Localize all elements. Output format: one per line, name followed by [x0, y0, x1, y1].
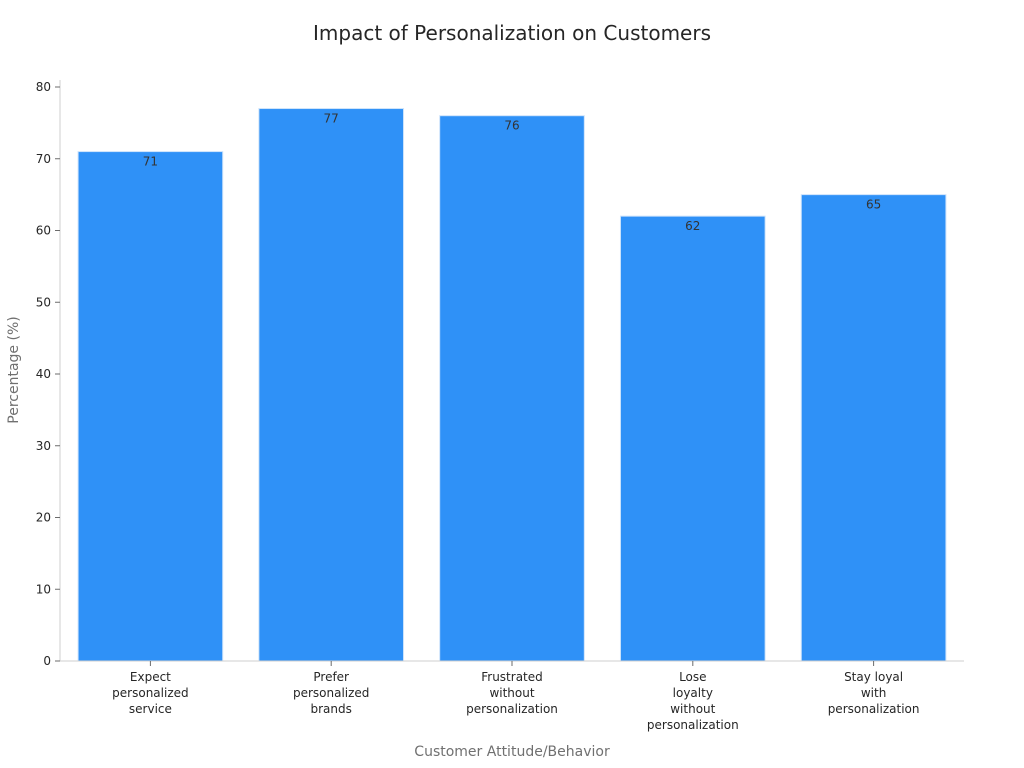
value-label-3: 76: [504, 119, 519, 133]
bar-4: [619, 215, 766, 662]
x-tick-label-5: Stay loyal with personalization: [828, 670, 920, 716]
chart-title: Impact of Personalization on Customers: [313, 21, 711, 45]
x-tick-label-2: Prefer personalized brands: [293, 670, 369, 716]
y-axis-title: Percentage (%): [6, 316, 22, 423]
y-tick-label-20: 20: [36, 511, 51, 525]
value-label-5: 65: [866, 198, 881, 212]
bar-3: [439, 115, 585, 662]
bar-5: [800, 194, 947, 662]
value-labels-group: 71 77 76 62 65: [143, 112, 881, 234]
y-tick-label-30: 30: [36, 439, 51, 453]
y-tick-label-0: 0: [43, 654, 51, 668]
y-tick-label-80: 80: [36, 80, 51, 94]
bars-group: [77, 108, 947, 662]
x-axis-title: Customer Attitude/Behavior: [414, 744, 610, 760]
value-label-2: 77: [324, 112, 339, 126]
y-tick-label-50: 50: [36, 295, 51, 309]
x-tick-label-4: Lose loyalty without personalization: [647, 670, 739, 732]
value-label-1: 71: [143, 155, 158, 169]
x-tick-labels: Expect personalized service Prefer personali…: [112, 661, 919, 732]
bar-2: [258, 108, 405, 662]
x-tick-label-3: Frustrated without personalization: [466, 670, 558, 716]
y-axis: 0 10 20 30 40 50 60 70 80: [36, 80, 61, 668]
y-tick-label-40: 40: [36, 367, 51, 381]
y-tick-label-70: 70: [36, 152, 51, 166]
value-label-4: 62: [685, 219, 700, 233]
y-tick-label-10: 10: [36, 582, 51, 596]
y-tick-label-60: 60: [36, 224, 51, 238]
bar-1: [77, 151, 224, 662]
x-tick-label-1: Expect personalized service: [112, 670, 188, 716]
